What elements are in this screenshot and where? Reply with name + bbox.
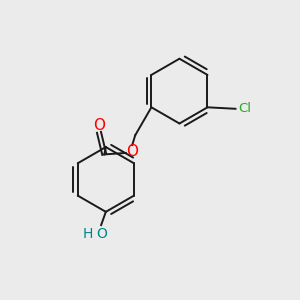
Text: Cl: Cl xyxy=(238,102,251,115)
Text: O: O xyxy=(126,144,138,159)
Text: O: O xyxy=(93,118,105,134)
Text: O: O xyxy=(96,227,107,241)
Text: H: H xyxy=(83,227,93,241)
